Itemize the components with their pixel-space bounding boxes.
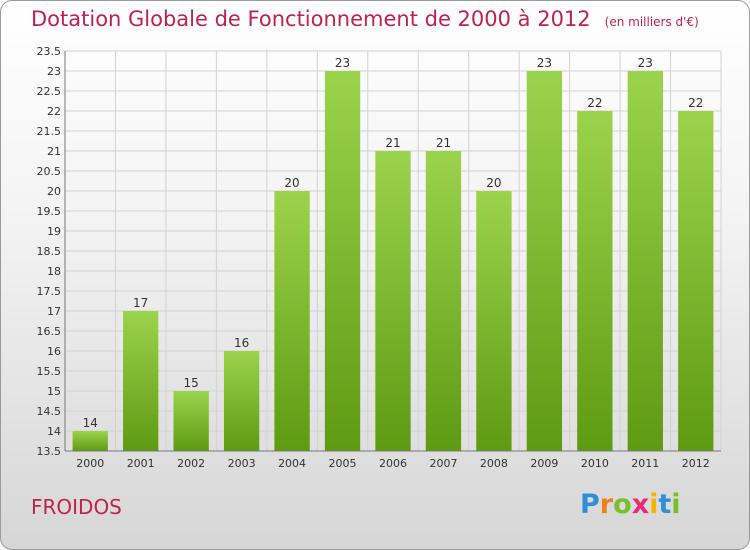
x-tick-label: 2004 [278, 457, 306, 470]
x-tick-label: 2000 [76, 457, 104, 470]
y-tick-label: 17 [47, 305, 61, 318]
commune-name: FROIDOS [31, 495, 122, 519]
title-text: Dotation Globale de Fonctionnement de 20… [31, 7, 591, 31]
axes: 13.5 14 14.5 15 15.5 16 16.5 17 17.5 18 18.5 19 19.5… [37, 45, 721, 470]
y-tick-label: 23.5 [37, 45, 62, 58]
value-label-2004: 20 [284, 176, 299, 190]
x-tick-label: 2010 [581, 457, 609, 470]
value-label-2008: 20 [486, 176, 501, 190]
value-label-2011: 23 [638, 56, 653, 70]
x-tick-label: 2003 [228, 457, 256, 470]
logo-letter: r [599, 489, 614, 520]
value-label-2003: 16 [234, 336, 249, 350]
value-label-2005: 23 [335, 56, 350, 70]
bar-2011 [627, 71, 663, 451]
logo-letter: x [631, 489, 650, 520]
x-tick-label: 2008 [480, 457, 508, 470]
y-tick-label: 16.5 [37, 325, 62, 338]
logo-letter: P [580, 489, 600, 520]
value-label-2009: 23 [537, 56, 552, 70]
bar-2009 [526, 71, 563, 451]
x-tick-label: 2005 [329, 457, 357, 470]
value-label-2006: 21 [385, 136, 400, 150]
logo-letter: t [658, 489, 672, 520]
logo-letter: o [613, 489, 632, 520]
bar-2005 [324, 71, 361, 451]
bar-2007 [425, 151, 462, 451]
y-tick-label: 18 [47, 265, 61, 278]
bar-2008 [476, 191, 512, 451]
value-label-2010: 22 [587, 96, 602, 110]
bar-2012 [678, 111, 714, 451]
y-tick-label: 22 [47, 105, 61, 118]
logo-letter: i [671, 489, 681, 520]
value-label-2012: 22 [688, 96, 703, 110]
value-label-2007: 21 [436, 136, 451, 150]
y-tick-label: 15 [47, 385, 61, 398]
value-labels: 14 17 15 16 20 23 21 21 20 23 22 23 22 [83, 56, 704, 430]
y-tick-label: 20 [47, 185, 61, 198]
bar-2004 [274, 191, 310, 451]
bar-2003 [223, 351, 260, 451]
bar-2002 [173, 391, 209, 451]
x-tick-label: 2012 [682, 457, 710, 470]
y-tick-label: 21 [47, 145, 61, 158]
bar-2010 [577, 111, 613, 451]
y-tick-label: 19 [47, 225, 61, 238]
y-tick-label: 20.5 [37, 165, 62, 178]
chart-title: Dotation Globale de Fonctionnement de 20… [31, 7, 699, 31]
bars [72, 71, 714, 451]
x-tick-label: 2007 [429, 457, 457, 470]
y-tick-label: 21.5 [37, 125, 62, 138]
x-tick-label: 2006 [379, 457, 407, 470]
y-tick-label: 15.5 [37, 365, 62, 378]
bar-2006 [375, 151, 411, 451]
unit-label: (en milliers d'€) [604, 15, 699, 29]
y-tick-label: 23 [47, 65, 61, 78]
bar-2001 [123, 311, 159, 451]
x-tick-label: 2009 [530, 457, 558, 470]
y-tick-label: 16 [47, 345, 61, 358]
logo-letter: i [649, 489, 659, 520]
x-tick-label: 2001 [127, 457, 155, 470]
value-label-2001: 17 [133, 296, 148, 310]
y-tick-label: 19.5 [37, 205, 62, 218]
x-tick-label: 2011 [631, 457, 659, 470]
y-tick-label: 18.5 [37, 245, 62, 258]
y-tick-label: 22.5 [37, 85, 62, 98]
y-tick-label: 17.5 [37, 285, 62, 298]
value-label-2000: 14 [83, 416, 98, 430]
x-tick-label: 2002 [177, 457, 205, 470]
bar-2000 [72, 431, 108, 451]
y-tick-label: 14 [47, 425, 61, 438]
y-tick-label: 13.5 [37, 445, 62, 458]
value-label-2002: 15 [184, 376, 199, 390]
proxiti-logo: Proxiti [580, 489, 681, 520]
y-tick-label: 14.5 [37, 405, 62, 418]
